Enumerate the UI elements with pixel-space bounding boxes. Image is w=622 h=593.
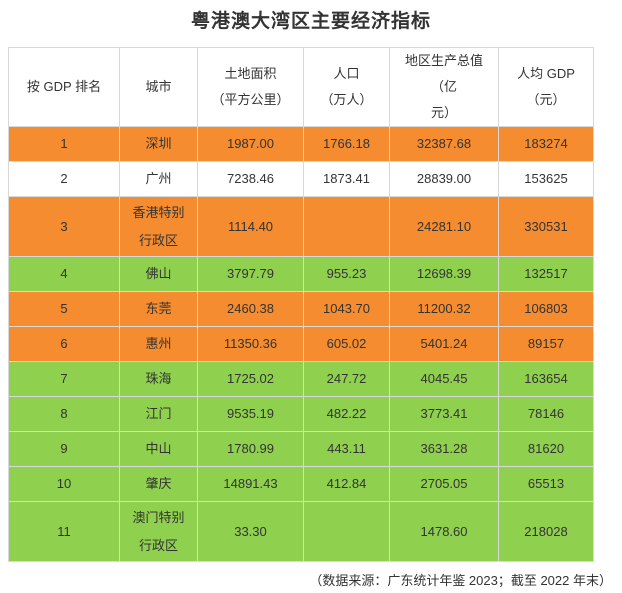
header-text-line: 元） (430, 105, 457, 120)
rank-cell: 3 (8, 196, 120, 257)
header-col-land-area: 土地面积 （平方公里） (197, 47, 304, 127)
header-col-rank: 按 GDP 排名 (8, 47, 120, 127)
gdp-per-capita-cell: 65513 (498, 466, 594, 502)
population-cell: 1873.41 (303, 161, 390, 197)
gdp-per-capita-cell: 330531 (498, 196, 594, 257)
gdp-cell: 1478.60 (389, 501, 499, 562)
header-text-line: 土地面积 (224, 66, 277, 81)
city-cell: 江门 (119, 396, 198, 432)
population-cell: 482.22 (303, 396, 390, 432)
gdp-per-capita-cell: 218028 (498, 501, 594, 562)
population-cell (303, 501, 390, 562)
table-row: 5 东莞 2460.38 1043.70 11200.32 106803 (8, 291, 594, 327)
gdp-per-capita-cell: 106803 (498, 291, 594, 327)
rank-cell: 11 (8, 501, 120, 562)
city-cell: 澳门特别行政区 (119, 501, 198, 562)
population-cell: 443.11 (303, 431, 390, 467)
header-text-line: （平方公里） (211, 92, 290, 107)
land-area-cell: 1114.40 (197, 196, 304, 257)
economic-indicators-table: 按 GDP 排名 城市 土地面积 （平方公里） 人口 （万人） 地区生产总值（亿 元） 人均 G… (8, 47, 594, 562)
rank-cell: 9 (8, 431, 120, 467)
city-cell: 深圳 (119, 126, 198, 162)
rank-cell: 2 (8, 161, 120, 197)
table-row: 2 广州 7238.46 1873.41 28839.00 153625 (8, 161, 594, 197)
population-cell: 955.23 (303, 256, 390, 292)
table-row: 1 深圳 1987.00 1766.18 32387.68 183274 (8, 126, 594, 162)
gdp-cell: 28839.00 (389, 161, 499, 197)
population-cell: 412.84 (303, 466, 390, 502)
gdp-cell: 2705.05 (389, 466, 499, 502)
table-row: 9 中山 1780.99 443.11 3631.28 81620 (8, 431, 594, 467)
table-row: 8 江门 9535.19 482.22 3773.41 78146 (8, 396, 594, 432)
table-row: 4 佛山 3797.79 955.23 12698.39 132517 (8, 256, 594, 292)
header-text-line: 人均 GDP (517, 66, 575, 81)
header-col-gdp: 地区生产总值（亿元） (389, 47, 499, 127)
gdp-per-capita-cell: 78146 (498, 396, 594, 432)
city-cell: 广州 (119, 161, 198, 197)
gdp-per-capita-cell: 163654 (498, 361, 594, 397)
gdp-per-capita-cell: 132517 (498, 256, 594, 292)
city-cell: 肇庆 (119, 466, 198, 502)
table-row: 7 珠海 1725.02 247.72 4045.45 163654 (8, 361, 594, 397)
header-text-line: （元） (526, 92, 566, 107)
land-area-cell: 3797.79 (197, 256, 304, 292)
header-text-line: 人口 (333, 66, 360, 81)
population-cell (303, 196, 390, 257)
rank-cell: 4 (8, 256, 120, 292)
rank-cell: 8 (8, 396, 120, 432)
population-cell: 247.72 (303, 361, 390, 397)
land-area-cell: 2460.38 (197, 291, 304, 327)
header-col-gdp-per-capita: 人均 GDP （元） (498, 47, 594, 127)
gdp-per-capita-cell: 183274 (498, 126, 594, 162)
rank-cell: 6 (8, 326, 120, 362)
land-area-cell: 7238.46 (197, 161, 304, 197)
gdp-per-capita-cell: 153625 (498, 161, 594, 197)
table-row: 11 澳门特别行政区 33.30 1478.60 218028 (8, 501, 594, 562)
rank-cell: 7 (8, 361, 120, 397)
rank-cell: 10 (8, 466, 120, 502)
header-col-population: 人口 （万人） (303, 47, 390, 127)
table-row: 6 惠州 11350.36 605.02 5401.24 89157 (8, 326, 594, 362)
header-text-line: 按 GDP 排名 (26, 79, 102, 94)
city-cell: 中山 (119, 431, 198, 467)
gdp-cell: 24281.10 (389, 196, 499, 257)
land-area-cell: 9535.19 (197, 396, 304, 432)
table-row: 3 香港特别行政区 1114.40 24281.10 330531 (8, 196, 594, 257)
land-area-cell: 1725.02 (197, 361, 304, 397)
gdp-cell: 12698.39 (389, 256, 499, 292)
land-area-cell: 33.30 (197, 501, 304, 562)
land-area-cell: 14891.43 (197, 466, 304, 502)
city-cell: 东莞 (119, 291, 198, 327)
gdp-cell: 3773.41 (389, 396, 499, 432)
gdp-cell: 11200.32 (389, 291, 499, 327)
rank-cell: 5 (8, 291, 120, 327)
population-cell: 1043.70 (303, 291, 390, 327)
land-area-cell: 1987.00 (197, 126, 304, 162)
header-text-line: （万人） (320, 92, 373, 107)
city-cell: 香港特别行政区 (119, 196, 198, 257)
population-cell: 1766.18 (303, 126, 390, 162)
gdp-per-capita-cell: 81620 (498, 431, 594, 467)
gdp-per-capita-cell: 89157 (498, 326, 594, 362)
table-row: 10 肇庆 14891.43 412.84 2705.05 65513 (8, 466, 594, 502)
table-header-row: 按 GDP 排名 城市 土地面积 （平方公里） 人口 （万人） 地区生产总值（亿 元） 人均 G… (8, 47, 594, 127)
page-title: 粤港澳大湾区主要经济指标 (190, 11, 431, 32)
city-cell: 珠海 (119, 361, 198, 397)
gdp-cell: 3631.28 (389, 431, 499, 467)
rank-cell: 1 (8, 126, 120, 162)
gdp-cell: 32387.68 (389, 126, 499, 162)
city-cell: 佛山 (119, 256, 198, 292)
header-text-line: 地区生产总值（亿 (404, 53, 483, 94)
population-cell: 605.02 (303, 326, 390, 362)
land-area-cell: 1780.99 (197, 431, 304, 467)
gdp-cell: 4045.45 (389, 361, 499, 397)
gdp-cell: 5401.24 (389, 326, 499, 362)
header-col-city: 城市 (119, 47, 198, 127)
table-body: 1 深圳 1987.00 1766.18 32387.68 183274 2 广州 7238.4… (8, 126, 594, 562)
land-area-cell: 11350.36 (197, 326, 304, 362)
city-cell: 惠州 (119, 326, 198, 362)
header-text-line: 城市 (145, 79, 172, 94)
data-source-note: （数据来源：广东统计年鉴 2023；截至 2022 年末） (309, 573, 612, 588)
